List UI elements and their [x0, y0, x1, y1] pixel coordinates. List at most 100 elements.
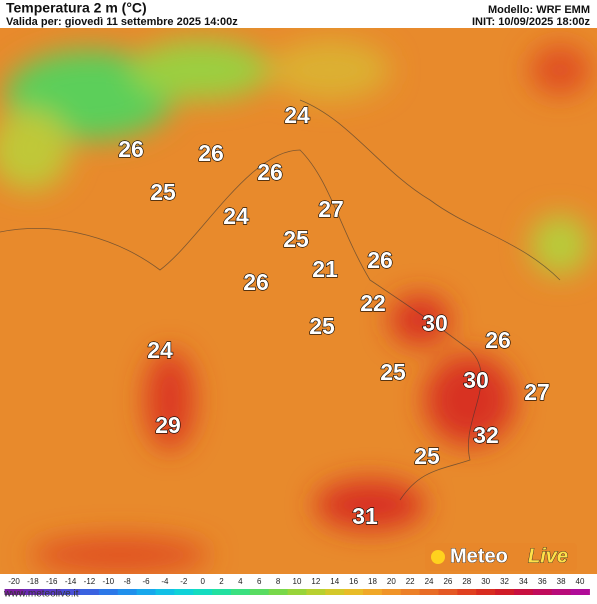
colorbar-swatch — [23, 589, 43, 595]
temp-label: 26 — [485, 327, 511, 353]
colorbar-swatch — [61, 589, 81, 595]
colorbar-tick: 4 — [238, 577, 243, 586]
temp-label: 26 — [118, 136, 144, 162]
temp-label: 25 — [283, 226, 309, 252]
colorbar-swatch — [80, 589, 100, 595]
colorbar-swatch — [363, 589, 383, 595]
colorbar-swatch — [212, 589, 232, 595]
temp-label: 24 — [147, 337, 173, 363]
temp-label: 22 — [360, 290, 386, 316]
header-bg — [0, 0, 597, 28]
site: www.meteolive.it — [3, 589, 79, 599]
colorbar-swatch — [438, 589, 458, 595]
colorbar-tick: -12 — [84, 577, 96, 586]
colorbar-tick: 16 — [349, 577, 358, 586]
colorbar-tick: 2 — [219, 577, 224, 586]
colorbar-swatch — [4, 589, 24, 595]
colorbar-tick: -4 — [161, 577, 169, 586]
valid-time: Valida per: giovedì 11 settembre 2025 14… — [6, 16, 238, 28]
colorbar-tick: 38 — [557, 577, 566, 586]
colorbar-tick: 30 — [481, 577, 490, 586]
temp-label: 31 — [352, 503, 378, 529]
colorbar-swatch — [42, 589, 62, 595]
colorbar-swatch — [249, 589, 270, 595]
colorbar-tick: 26 — [443, 577, 452, 586]
temp-label: 27 — [524, 379, 550, 405]
temp-label: 26 — [243, 269, 269, 295]
init-time: INIT: 10/09/2025 18:00z — [472, 16, 591, 28]
title: Temperatura 2 m (°C) — [6, 0, 147, 16]
colorbar-tick: 8 — [276, 577, 281, 586]
colorbar-tick: 22 — [406, 577, 415, 586]
colorbar-swatch — [98, 589, 119, 595]
colorbar-tick: 0 — [200, 577, 205, 586]
temp-label: 30 — [422, 310, 448, 336]
logo-bg — [425, 543, 577, 571]
colorbar-swatch — [193, 589, 213, 595]
colorbar-tick: 20 — [387, 577, 396, 586]
colorbar-swatch — [174, 589, 194, 595]
colorbar-tick: -20 — [8, 577, 20, 586]
temp-label: 21 — [312, 256, 338, 282]
colorbar-swatch — [400, 589, 421, 595]
colorbar-swatch — [570, 589, 590, 595]
coastline — [0, 99, 561, 501]
temp-label: 25 — [414, 443, 440, 469]
colorbar-swatch — [495, 589, 515, 595]
colorbar-swatch — [532, 589, 553, 595]
colorbar-swatch — [381, 589, 402, 595]
logo-live: Live — [528, 545, 568, 567]
colorbar-swatch — [230, 589, 251, 595]
colorbar-tick: 40 — [576, 577, 585, 586]
colorbar-swatch — [344, 589, 364, 595]
colorbar-swatch — [476, 589, 496, 595]
temp-label: 25 — [380, 359, 406, 385]
colorbar-tick: 10 — [293, 577, 302, 586]
colorbar-tick: 34 — [519, 577, 528, 586]
logo: Meteo Live — [425, 543, 577, 571]
colorbar-swatch — [287, 589, 307, 595]
logo-meteo: Meteo — [450, 545, 508, 567]
colorbar-tick: 28 — [462, 577, 471, 586]
colorbar-swatch — [268, 589, 289, 595]
colorbar-tick: 18 — [368, 577, 377, 586]
colorbar-tick: 6 — [257, 577, 262, 586]
colorbar-tick: 12 — [311, 577, 320, 586]
colorbar-tick: -18 — [27, 577, 39, 586]
colorbar-swatch — [551, 589, 572, 595]
colorbar-swatch — [513, 589, 534, 595]
colorbar-swatch — [136, 589, 156, 595]
colorbar-tick: 36 — [538, 577, 547, 586]
temp-label: 26 — [198, 140, 224, 166]
logo-sun — [431, 550, 445, 564]
colorbar-tick: -10 — [103, 577, 115, 586]
colorbar-swatch — [419, 589, 439, 595]
colorbar-swatch — [306, 589, 326, 595]
colorbar-swatch — [155, 589, 175, 595]
temp-label: 26 — [367, 247, 393, 273]
colorbar-tick: -14 — [65, 577, 77, 586]
temp-label: 24 — [284, 102, 310, 128]
temp-label: 25 — [150, 179, 176, 205]
colorbar-swatch — [457, 589, 477, 595]
temp-label: 24 — [223, 203, 249, 229]
colorbar-tick: -2 — [180, 577, 188, 586]
colorbar-swatch — [325, 589, 345, 595]
colorbar-swatch — [117, 589, 138, 595]
temperature-field — [0, 40, 590, 573]
colorbar-tick: 24 — [425, 577, 434, 586]
temp-label: 29 — [155, 412, 181, 438]
colorbar-tick: -8 — [124, 577, 132, 586]
colorbar-tick: -6 — [143, 577, 151, 586]
temp-label: 30 — [463, 367, 489, 393]
model: Modello: WRF EMM — [488, 4, 590, 16]
colorbar-tick: 14 — [330, 577, 339, 586]
colorbar-tick: 32 — [500, 577, 509, 586]
colorbar: -20 -18 -16 -14 -12 -10 -8 -6 -4 -2 0 2 4 6 8 10 12 14 16 1… — [4, 577, 590, 595]
colorbar-tick: -16 — [46, 577, 58, 586]
temp-label: 26 — [257, 159, 283, 185]
temp-label: 27 — [318, 196, 344, 222]
temp-label: 25 — [309, 313, 335, 339]
